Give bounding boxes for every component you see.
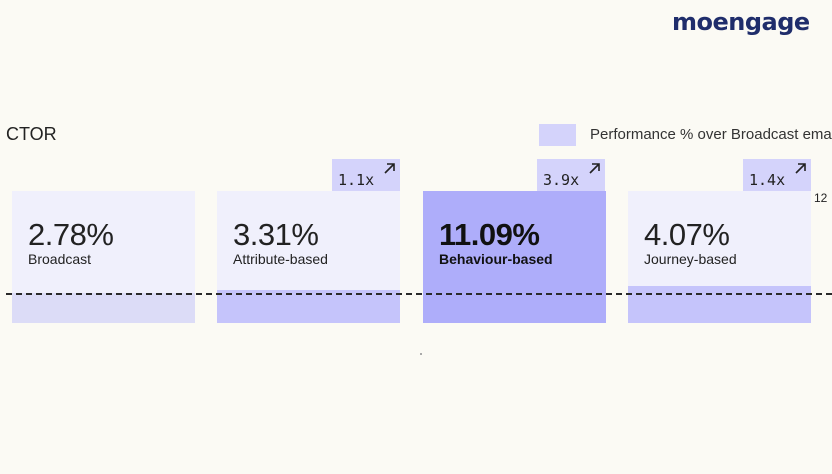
legend-swatch [539,124,576,146]
arrow-up-right-icon [384,163,395,174]
value-label-behaviour-based: 11.09% [439,217,540,252]
bar-behaviour-based: 11.09% Behaviour-based [423,191,606,323]
multiplier-label-behaviour-based: 3.9x [543,171,580,189]
multiplier-badge-attribute-based: 1.1x [332,159,400,191]
category-label-attribute-based: Attribute-based [233,251,328,267]
bar-fill-behaviour-based [423,191,606,323]
legend-label: Performance % over Broadcast emails [590,126,832,143]
multiplier-label-attribute-based: 1.1x [338,171,375,189]
value-label-journey-based: 4.07% [644,217,730,252]
bar-fill-broadcast [12,293,195,323]
multiplier-badge-behaviour-based: 3.9x [537,159,605,191]
category-label-behaviour-based: Behaviour-based [439,251,553,267]
edge-label: 12 [814,191,828,205]
multiplier-label-journey-based: 1.4x [749,171,786,189]
value-label-attribute-based: 3.31% [233,217,319,252]
bar-journey-based: 4.07% Journey-based [628,191,811,323]
bar-broadcast: 2.78% Broadcast [12,191,195,323]
metric-label: CTOR [6,124,57,144]
arrow-up-right-icon [795,163,806,174]
broadcast-baseline [6,293,832,295]
bar-fill-attribute-based [217,290,400,323]
moengage-logo: moengage [672,8,810,36]
bar-fill-journey-based [628,286,811,323]
value-label-broadcast: 2.78% [28,217,114,252]
category-label-broadcast: Broadcast [28,251,92,267]
stray-dot [420,353,422,355]
multiplier-badge-journey-based: 1.4x [743,159,811,191]
category-label-journey-based: Journey-based [644,251,737,267]
arrow-up-right-icon [589,163,600,174]
bar-attribute-based: 3.31% Attribute-based [217,191,400,323]
